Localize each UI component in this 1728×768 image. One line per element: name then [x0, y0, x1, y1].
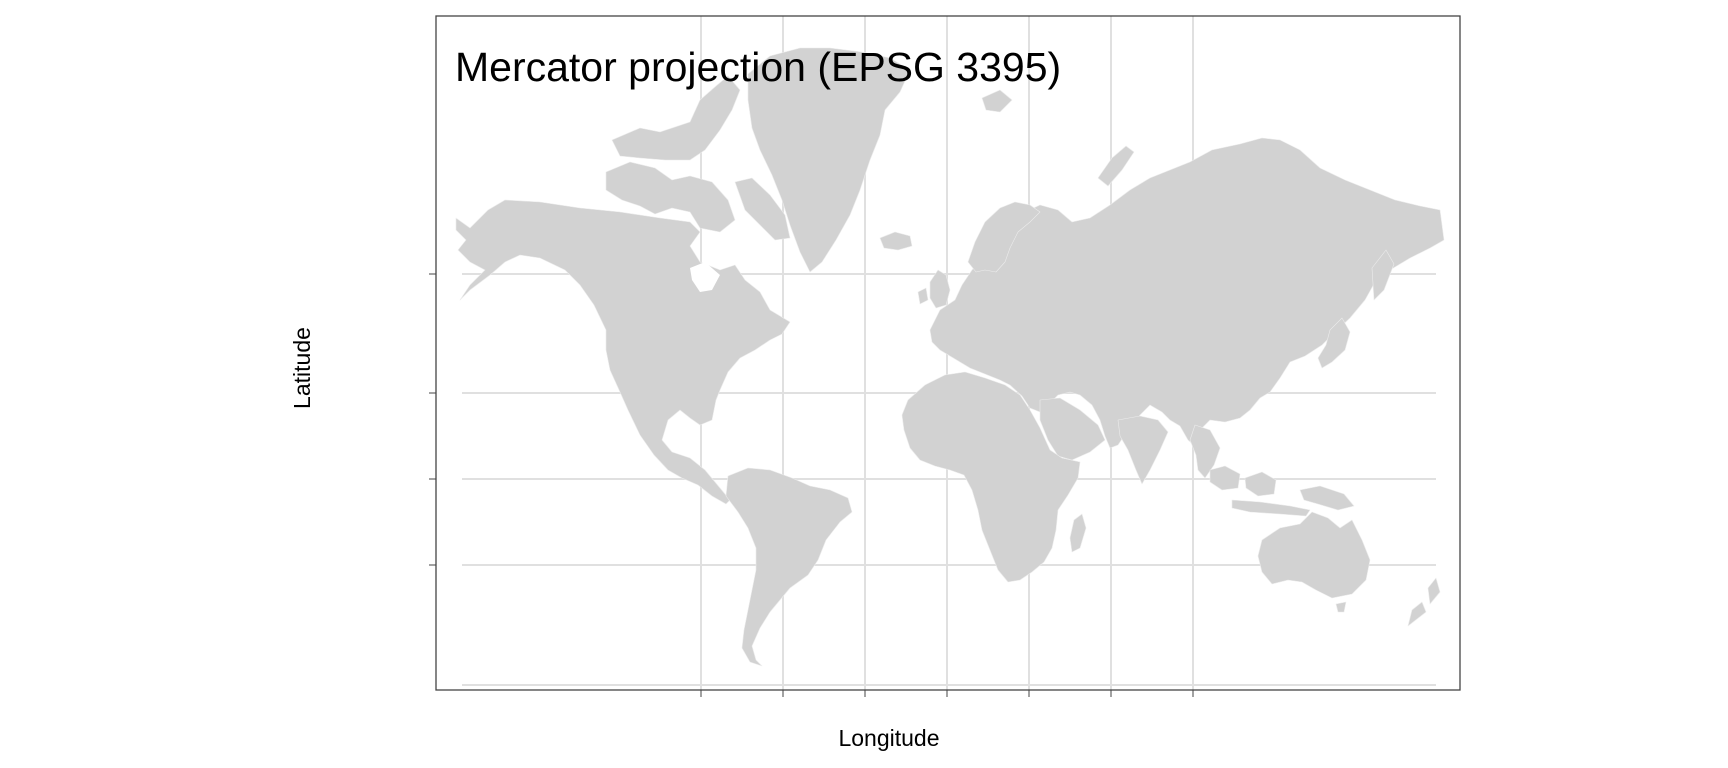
x-axis-label: Longitude — [838, 725, 939, 751]
tasmania — [1335, 601, 1347, 613]
novaya-zemlya — [1097, 145, 1135, 187]
kamchatka — [1371, 249, 1395, 301]
y-axis-label: Latitude — [289, 327, 315, 409]
scandinavia — [967, 201, 1041, 273]
madagascar — [1069, 513, 1087, 553]
baffin-island — [734, 177, 791, 241]
map-panel-border — [435, 15, 1461, 691]
new-zealand — [1407, 577, 1441, 627]
japan — [1317, 317, 1351, 369]
greenland — [747, 47, 911, 273]
arctic-archipelago — [605, 161, 736, 233]
indian-subcontinent — [1117, 415, 1169, 485]
indochina — [1189, 424, 1221, 479]
svalbard — [981, 89, 1013, 113]
land-layer — [455, 47, 1445, 667]
axis-ticks — [429, 273, 1194, 697]
africa — [901, 371, 1081, 583]
south-america — [725, 467, 853, 667]
iceland — [879, 231, 913, 251]
british-isles — [929, 269, 951, 309]
australia — [1257, 511, 1371, 599]
ireland — [917, 287, 929, 305]
arabian-peninsula — [1039, 397, 1106, 461]
map-title: Mercator projection (EPSG 3395) — [455, 44, 1061, 90]
maritime-southeast-asia — [1209, 465, 1355, 517]
arctic-islands-north — [611, 75, 741, 161]
north-america-landmass — [455, 199, 791, 505]
